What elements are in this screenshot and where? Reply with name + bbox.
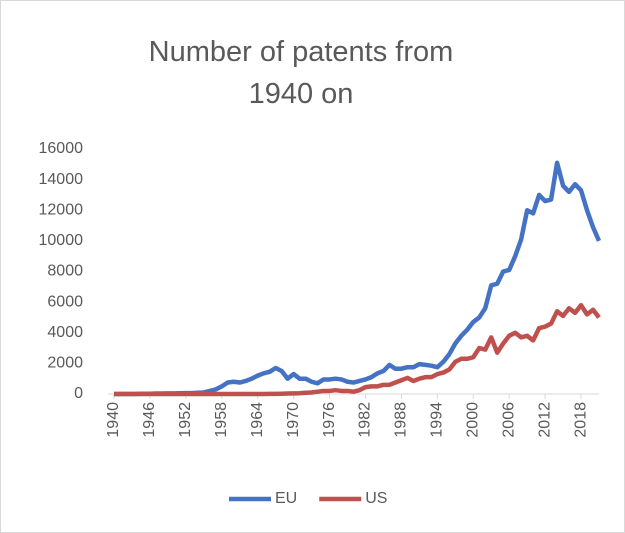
x-tick-label: 1988 [393, 402, 410, 438]
y-tick-label: 8000 [47, 263, 83, 280]
y-tick-label: 2000 [47, 355, 83, 372]
y-tick-label: 4000 [47, 324, 83, 341]
x-tick-label: 1958 [213, 402, 230, 438]
x-tick-label: 1964 [249, 402, 266, 438]
y-tick-label: 14000 [39, 171, 84, 188]
x-tick-label: 1982 [357, 402, 374, 438]
x-tick-label: 2000 [464, 402, 481, 438]
chart-title: Number of patents from 1940 on [148, 36, 454, 110]
x-tick-label: 2006 [500, 402, 517, 438]
y-tick-label: 10000 [39, 232, 84, 249]
x-tick-label: 1976 [321, 402, 338, 438]
legend-label: US [365, 490, 387, 507]
series-line [114, 302, 601, 397]
y-tick-label: 16000 [39, 140, 84, 157]
x-tick-label: 1952 [177, 402, 194, 438]
series-line [114, 160, 602, 397]
y-tick-label: 0 [74, 385, 83, 402]
x-tick-label: 1940 [105, 402, 122, 438]
x-tick-label: 1994 [429, 402, 446, 438]
x-tick-label: 1946 [141, 402, 158, 438]
x-tick-label: 2012 [536, 402, 553, 438]
x-tick-label: 1970 [285, 402, 302, 438]
y-tick-label: 12000 [39, 201, 84, 218]
x-tick-label: 2018 [572, 402, 589, 438]
legend-label: EU [275, 490, 297, 507]
y-tick-label: 6000 [47, 293, 83, 310]
